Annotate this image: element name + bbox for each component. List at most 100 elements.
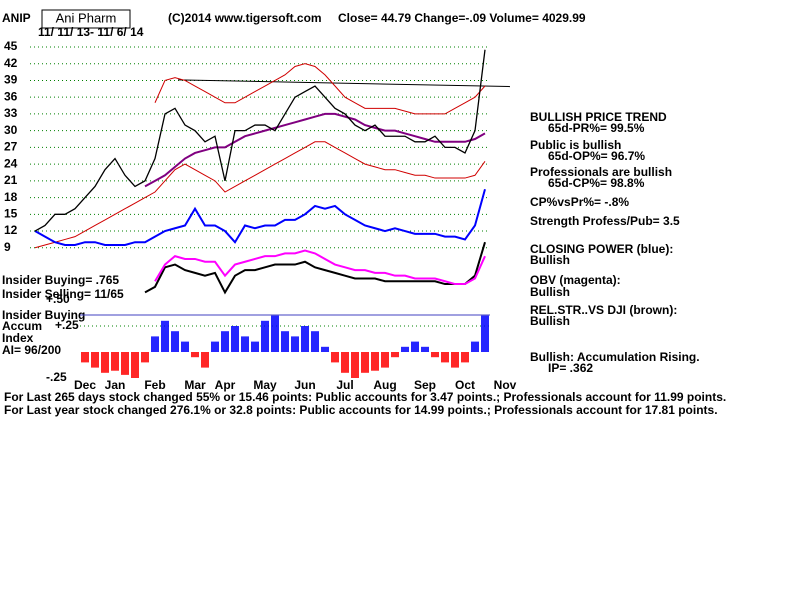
footer-text: For Last year stock changed 276.1% or 32… [4, 403, 718, 417]
panel-text: Bullish [530, 285, 570, 299]
series-line [144, 112, 486, 188]
accum-bar [411, 341, 419, 352]
accum-bar [151, 336, 159, 352]
panel-text: REL.STR..VS DJI (brown): [530, 303, 677, 317]
accum-bar [261, 320, 269, 352]
y-tick-label: 15 [4, 206, 18, 220]
panel-text: CP%vsPr%= -.8% [530, 195, 629, 209]
trendline [177, 79, 511, 88]
panel-text: Bullish: Accumulation Rising. [530, 350, 700, 364]
accum-bar [131, 352, 139, 378]
accum-bar [471, 341, 479, 352]
name-box [41, 9, 131, 29]
y-tick-label: +.25 [55, 318, 79, 332]
panel-text: IP= .362 [548, 361, 593, 375]
accum-bar [421, 346, 429, 352]
series-line [154, 63, 486, 115]
y-tick-label: +.50 [46, 292, 70, 306]
accum-bar [291, 336, 299, 352]
accum-bar [171, 331, 179, 352]
x-tick-label: Dec [74, 378, 96, 392]
accum-bar [121, 352, 129, 375]
series-line [34, 188, 486, 247]
accum-bar [401, 346, 409, 352]
insider-text: Accum [2, 319, 42, 333]
y-tick-label: -.25 [46, 370, 67, 384]
accum-bar [201, 352, 209, 368]
panel-text: 65d-OP%= 96.7% [548, 149, 645, 163]
x-tick-label: Aug [373, 378, 396, 392]
series-line [154, 249, 486, 286]
insider-text: Insider Buying [2, 308, 85, 322]
y-tick-label: 18 [4, 190, 18, 204]
accum-bar [341, 352, 349, 373]
accum-bar [91, 352, 99, 368]
series-line [144, 241, 486, 295]
x-tick-label: Jan [105, 378, 126, 392]
accum-bar [331, 352, 339, 363]
insider-text: Insider Buying= .765 [2, 273, 119, 287]
accum-bar [81, 352, 89, 363]
accum-bar [271, 315, 279, 352]
y-tick-label: 36 [4, 89, 18, 103]
accum-bar [301, 326, 309, 352]
panel-text: Strength Profess/Pub= 3.5 [530, 214, 680, 228]
series-line [34, 141, 486, 249]
y-tick-label: 39 [4, 73, 18, 87]
y-tick-label: 42 [4, 56, 18, 70]
quote: Close= 44.79 Change=-.09 Volume= 4029.99 [338, 11, 586, 25]
y-tick-label: 24 [4, 156, 18, 170]
series-line [34, 49, 486, 232]
symbol: ANIP [2, 11, 31, 25]
accum-bar [371, 352, 379, 371]
accum-bar [361, 352, 369, 373]
accum-bar [381, 352, 389, 368]
insider-text: Insider Selling= 11/65 [2, 287, 124, 301]
y-tick-label: 21 [4, 173, 18, 187]
accum-bar [111, 352, 119, 371]
accum-bar [321, 346, 329, 352]
y-tick-label: 27 [4, 140, 18, 154]
x-tick-label: Mar [184, 378, 206, 392]
y-tick-label: 30 [4, 123, 18, 137]
y-tick-label: 45 [4, 39, 18, 53]
accum-bar [231, 326, 239, 352]
panel-text: Bullish [530, 253, 570, 267]
panel-text: Bullish [530, 314, 570, 328]
panel-text: 65d-PR%= 99.5% [548, 121, 645, 135]
accum-bar [161, 320, 169, 352]
x-tick-label: Nov [494, 378, 517, 392]
x-tick-label: Jul [336, 378, 353, 392]
y-tick-label: 9 [4, 240, 11, 254]
panel-text: BULLISH PRICE TREND [530, 110, 667, 124]
company-name: Ani Pharm [56, 10, 117, 25]
accum-bar [351, 352, 359, 378]
accum-bar [211, 341, 219, 352]
insider-text: Index [2, 331, 34, 345]
accum-bar [461, 352, 469, 363]
accum-bar [241, 336, 249, 352]
accum-bar [441, 352, 449, 363]
accum-bar [191, 352, 199, 358]
x-tick-label: May [253, 378, 277, 392]
footer-text: For Last 265 days stock changed 55% or 1… [4, 390, 726, 404]
panel-text: 65d-CP%= 98.8% [548, 176, 645, 190]
panel-text: CLOSING POWER (blue): [530, 242, 673, 256]
y-tick-label: 33 [4, 106, 18, 120]
panel-text: OBV (magenta): [530, 273, 621, 287]
x-tick-label: Oct [455, 378, 475, 392]
panel-text: Public is bullish [530, 138, 621, 152]
insider-text: AI= 96/200 [2, 343, 61, 357]
accum-bar [251, 341, 259, 352]
x-tick-label: Sep [414, 378, 436, 392]
accum-bar [181, 341, 189, 352]
accum-bar [221, 331, 229, 352]
accum-bar [101, 352, 109, 373]
panel-text: Professionals are bullish [530, 165, 672, 179]
x-tick-label: Feb [144, 378, 165, 392]
accum-bar [281, 331, 289, 352]
date-range: 11/ 11/ 13- 11/ 6/ 14 [38, 25, 144, 39]
accum-bar [451, 352, 459, 368]
accum-bar [391, 352, 399, 358]
x-tick-label: Apr [215, 378, 236, 392]
